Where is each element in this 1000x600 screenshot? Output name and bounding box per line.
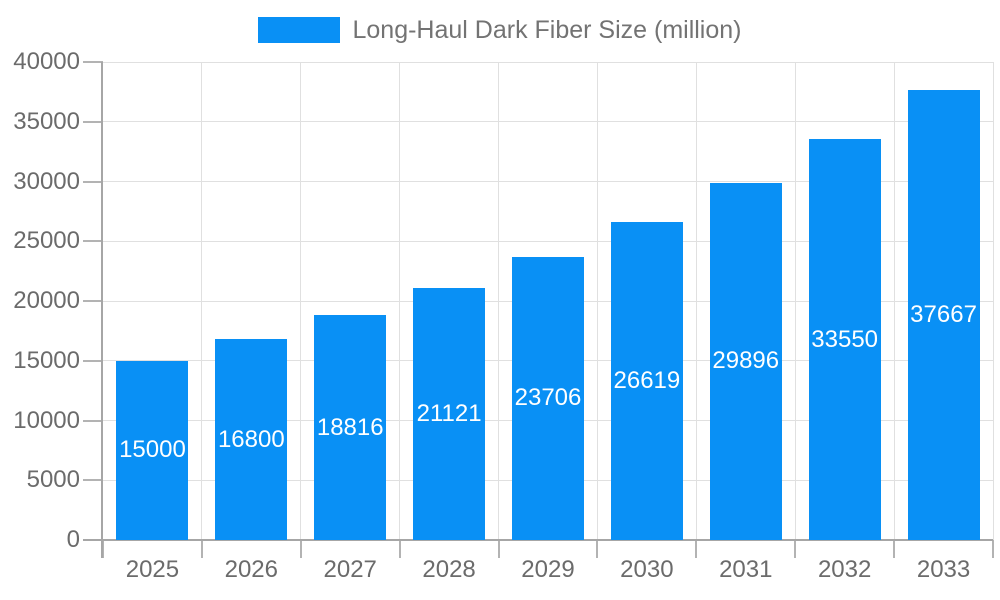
gridline-vertical [498, 62, 500, 540]
y-axis-tick-label: 5000 [26, 466, 80, 494]
bar-2033[interactable] [907, 89, 980, 540]
y-axis-tick [83, 120, 103, 123]
y-axis-tick-label: 25000 [13, 227, 80, 255]
bar-2029[interactable] [512, 256, 584, 540]
x-axis-line [83, 539, 993, 541]
x-axis-tick [992, 540, 994, 558]
bar-2030[interactable] [610, 221, 683, 540]
bar-2026[interactable] [215, 339, 288, 540]
x-axis-tick [200, 540, 203, 558]
y-axis-tick-label: 10000 [13, 406, 80, 434]
y-axis-tick-label: 15000 [13, 346, 80, 374]
x-axis-tick-label: 2030 [620, 556, 674, 583]
x-axis-tick [497, 540, 500, 558]
legend-item[interactable]: Long-Haul Dark Fiber Size (million) [0, 14, 1000, 46]
bar-value-label: 23706 [514, 384, 582, 412]
bar-value-label: 16800 [217, 425, 285, 453]
bar-value-label: 18816 [316, 413, 384, 441]
gridline-vertical [794, 62, 796, 540]
legend-swatch-icon [258, 17, 341, 43]
bar-value-label: 21121 [416, 399, 482, 427]
y-axis-tick [83, 479, 103, 482]
y-axis-tick-label: 35000 [13, 107, 80, 135]
bar-value-label: 26619 [613, 366, 681, 394]
gridline-horizontal [103, 61, 993, 63]
y-axis-tick [83, 300, 103, 302]
x-axis-tick [794, 540, 797, 558]
gridline-vertical [893, 62, 895, 540]
x-axis-tick-label: 2028 [422, 556, 476, 583]
y-axis-tick [83, 419, 103, 422]
gridline-horizontal [103, 181, 993, 182]
gridline-vertical [992, 62, 994, 540]
y-axis-tick [83, 240, 103, 243]
x-axis-tick [102, 540, 104, 558]
x-axis-tick-label: 2026 [224, 556, 278, 583]
legend-label: Long-Haul Dark Fiber Size (million) [352, 16, 742, 44]
bar-value-label: 15000 [119, 436, 186, 464]
gridline-vertical [695, 62, 697, 540]
bar-2025[interactable] [116, 360, 189, 540]
x-axis-tick [299, 540, 302, 558]
bar-2028[interactable] [413, 287, 486, 540]
gridline-vertical [201, 62, 203, 540]
x-axis-tick-label: 2031 [719, 556, 773, 583]
gridline-vertical [596, 62, 598, 540]
gridline-horizontal [103, 121, 993, 123]
x-axis-tick-label: 2032 [817, 556, 872, 583]
bar-value-label: 37667 [910, 300, 977, 328]
bar-value-label: 33550 [811, 325, 879, 353]
bar-value-label: 29896 [712, 347, 780, 375]
y-axis-line [101, 62, 103, 558]
bar-2032[interactable] [808, 139, 881, 540]
x-axis-tick-label: 2029 [521, 556, 575, 583]
x-axis-tick [398, 540, 401, 558]
y-axis-tick-label: 30000 [13, 167, 80, 195]
y-axis-tick-label: 20000 [13, 287, 80, 314]
bar-2031[interactable] [709, 182, 782, 540]
y-axis-tick [83, 180, 103, 183]
x-axis-tick-label: 2025 [125, 556, 180, 583]
gridline-vertical [300, 62, 302, 540]
x-axis-tick [893, 540, 896, 558]
x-axis-tick-label: 2033 [916, 556, 971, 583]
gridline-vertical [399, 62, 401, 540]
y-axis-tick [83, 359, 103, 362]
y-axis-tick [83, 61, 103, 63]
y-axis-tick-label: 0 [66, 526, 80, 553]
bar-2027[interactable] [314, 315, 387, 540]
x-axis-tick-label: 2027 [323, 556, 377, 583]
x-axis-tick [596, 540, 599, 558]
gridline-horizontal [103, 240, 993, 242]
x-axis-tick [695, 540, 698, 558]
y-axis-tick-label: 40000 [13, 48, 80, 75]
